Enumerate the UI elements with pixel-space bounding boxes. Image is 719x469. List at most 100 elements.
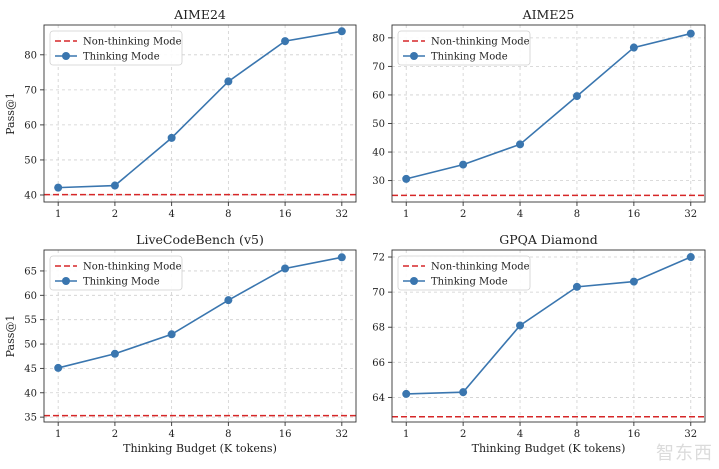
y-tick-label: 40: [24, 388, 37, 399]
x-tick-label: 8: [574, 209, 580, 220]
x-tick-label: 32: [335, 209, 348, 220]
thinking-data-point: [516, 321, 525, 330]
thinking-data-point: [224, 296, 233, 305]
chart-title: AIME25: [522, 7, 575, 22]
chart-panel: 1 2 4 8 16 32 40 50 60 70 80 AIME24 Pass@1 Non-thinki…: [4, 7, 357, 220]
legend-label: Thinking Mode: [431, 277, 508, 288]
x-axis-label: Thinking Budget (K tokens): [472, 442, 626, 455]
chart-title: GPQA Diamond: [499, 232, 598, 247]
thinking-data-point: [459, 160, 468, 169]
chart-panel: 1 2 4 8 16 32 35 40 45 50 55 60 65 LiveCodeBench (v5)…: [4, 232, 357, 455]
y-tick-label: 70: [372, 62, 385, 73]
x-tick-label: 2: [460, 429, 466, 440]
legend-thinking-marker: [410, 277, 418, 285]
x-tick-label: 16: [627, 209, 640, 220]
legend-box: [49, 255, 183, 291]
x-tick-label: 2: [460, 209, 466, 220]
y-tick-label: 72: [372, 253, 385, 264]
thinking-data-point: [337, 253, 346, 262]
y-tick-label: 66: [372, 358, 385, 369]
x-tick-label: 2: [112, 429, 118, 440]
legend-thinking-marker: [410, 52, 418, 60]
chart-title: AIME24: [173, 7, 226, 22]
thinking-data-point: [629, 277, 638, 286]
x-tick-label: 4: [168, 209, 174, 220]
plot-frame: [43, 24, 357, 203]
x-tick-label: 32: [335, 429, 348, 440]
legend-label: Thinking Mode: [431, 52, 508, 63]
thinking-data-point: [281, 264, 290, 273]
legend-label: Non-thinking Mode: [83, 37, 182, 48]
y-tick-label: 70: [372, 288, 385, 299]
y-axis-label: Pass@1: [4, 92, 17, 135]
x-tick-label: 4: [517, 209, 523, 220]
legend-thinking-marker: [62, 52, 70, 60]
y-tick-label: 60: [372, 90, 385, 101]
y-tick-label: 60: [24, 291, 37, 302]
thinking-series-line: [57, 256, 342, 369]
x-axis-label: Thinking Budget (K tokens): [123, 442, 277, 455]
y-tick-label: 68: [372, 323, 385, 334]
x-tick-label: 4: [168, 429, 174, 440]
y-tick-label: 65: [24, 266, 37, 277]
thinking-data-point: [402, 389, 411, 398]
thinking-data-point: [337, 27, 346, 36]
y-tick-label: 50: [24, 155, 37, 166]
legend-label: Non-thinking Mode: [431, 262, 530, 273]
x-tick-label: 32: [684, 429, 697, 440]
legend-box: [397, 255, 531, 291]
thinking-data-point: [686, 29, 695, 38]
y-tick-label: 45: [24, 364, 37, 375]
thinking-data-point: [686, 253, 695, 262]
thinking-data-point: [54, 183, 63, 192]
plot-frame: [43, 249, 357, 423]
thinking-data-point: [281, 37, 290, 46]
y-tick-label: 40: [24, 190, 37, 201]
y-tick-label: 80: [24, 50, 37, 61]
legend-label: Non-thinking Mode: [431, 37, 530, 48]
chart-panel: 1 2 4 8 16 32 30 40 50 60 70 80 AIME25 Non-thinking M…: [372, 7, 706, 220]
x-tick-label: 1: [55, 209, 61, 220]
plot-frame: [391, 24, 706, 203]
thinking-data-point: [224, 77, 233, 86]
thinking-data-point: [572, 282, 581, 291]
x-tick-label: 1: [55, 429, 61, 440]
y-tick-label: 60: [24, 120, 37, 131]
legend-label: Thinking Mode: [83, 277, 160, 288]
thinking-data-point: [167, 330, 176, 339]
y-tick-label: 35: [24, 413, 37, 424]
thinking-data-point: [459, 388, 468, 397]
x-tick-label: 8: [225, 429, 231, 440]
y-tick-label: 55: [24, 315, 37, 326]
plot-frame: [391, 249, 706, 423]
x-tick-label: 8: [225, 209, 231, 220]
thinking-data-point: [110, 349, 119, 358]
legend-label: Thinking Mode: [83, 52, 160, 63]
watermark: 智东西: [656, 443, 713, 464]
thinking-series-line: [406, 256, 692, 395]
x-tick-label: 16: [627, 429, 640, 440]
chart-panel: 1 2 4 8 16 32 64 66 68 70 72 GPQA Diamond Thinking B…: [372, 232, 706, 455]
y-tick-label: 64: [372, 393, 385, 404]
chart-title: LiveCodeBench (v5): [136, 232, 264, 247]
legend-thinking-marker: [62, 277, 70, 285]
x-tick-label: 4: [517, 429, 523, 440]
y-tick-label: 80: [372, 33, 385, 44]
x-tick-label: 2: [112, 209, 118, 220]
legend-box: [49, 30, 183, 66]
legend-box: [397, 30, 531, 66]
x-tick-label: 8: [574, 429, 580, 440]
thinking-data-point: [516, 140, 525, 149]
y-tick-label: 50: [372, 119, 385, 130]
y-tick-label: 30: [372, 176, 385, 187]
thinking-series-line: [406, 32, 691, 180]
y-axis-label: Pass@1: [4, 315, 17, 358]
x-tick-label: 16: [279, 429, 292, 440]
thinking-data-point: [110, 181, 119, 190]
thinking-data-point: [402, 174, 411, 183]
x-tick-label: 1: [403, 429, 409, 440]
legend-label: Non-thinking Mode: [83, 262, 182, 273]
thinking-series-line: [58, 30, 342, 189]
y-tick-label: 40: [372, 148, 385, 159]
